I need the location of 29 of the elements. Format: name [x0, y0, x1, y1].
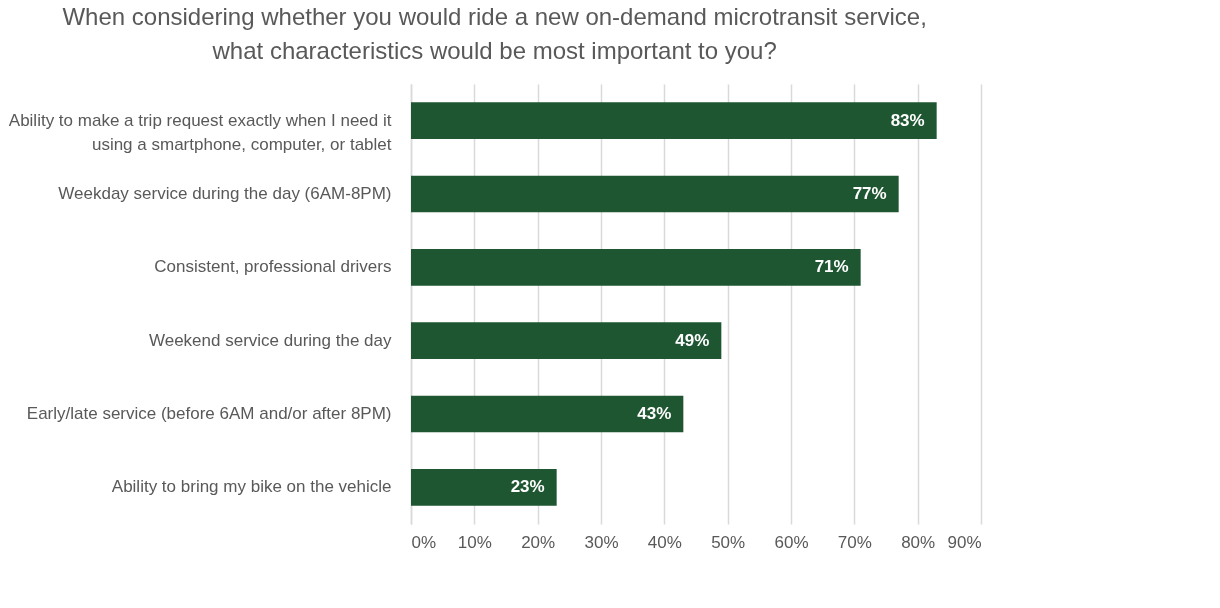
x-tick-label: 60%	[774, 532, 809, 552]
bar	[411, 322, 722, 359]
x-tick-label: 50%	[711, 532, 746, 552]
y-tick-label: Weekday service during the day (6AM-8PM)	[58, 184, 392, 203]
x-tick-label: 10%	[457, 532, 492, 552]
chart-title: When considering whether you would ride a new on-demand microtransit service, what characteristics would be most important to you?	[62, 3, 927, 64]
data-label: 43%	[637, 404, 672, 423]
data-label: 83%	[890, 110, 925, 130]
data-label: 77%	[852, 184, 887, 203]
x-tick-label: 20%	[521, 532, 556, 552]
y-tick-label: Early/late service (before 6AM and/or after 8PM)	[26, 404, 392, 423]
bar	[411, 469, 557, 506]
x-tick-label: 30%	[584, 532, 619, 552]
x-tick-label: 80%	[901, 532, 936, 552]
x-tick-label: 0%	[411, 532, 437, 552]
y-tick-label: Ability to bring my bike on the vehicle	[111, 477, 392, 497]
x-tick-label: 70%	[837, 532, 872, 552]
bar	[411, 395, 684, 433]
data-label: 23%	[510, 477, 545, 497]
bar	[411, 249, 861, 286]
x-tick-label: 90%	[947, 532, 982, 552]
bar	[411, 175, 899, 213]
bar	[411, 102, 937, 139]
x-tick-label: 40%	[647, 532, 682, 552]
y-tick-label: Consistent, professional drivers	[154, 257, 392, 277]
data-label: 71%	[814, 257, 849, 277]
y-tick-label: Ability to make a trip request exactly when I need it using a smartphone, computer, or tablet	[8, 110, 392, 154]
data-label: 49%	[675, 330, 710, 350]
y-tick-label: Weekend service during the day	[148, 330, 392, 350]
